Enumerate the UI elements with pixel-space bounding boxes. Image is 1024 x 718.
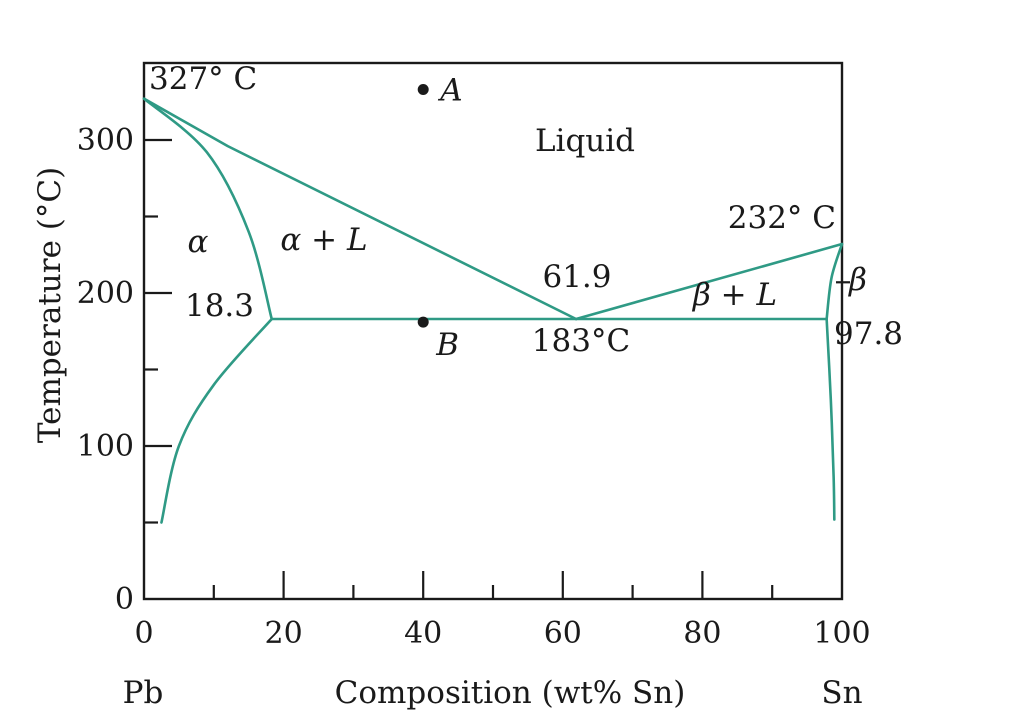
boundary-liquidus-left <box>142 97 578 321</box>
point-a <box>417 84 429 96</box>
tick-labels: 0 20 40 60 80 100 0 100 200 300 <box>77 123 871 651</box>
plot-frame <box>142 61 844 601</box>
x-tick-label: 80 <box>683 616 721 651</box>
sn-label: Sn <box>821 675 862 711</box>
region-alpha: α <box>188 224 209 260</box>
axis-ticks <box>144 138 774 599</box>
sn-melting-label: 232° C <box>728 200 836 236</box>
beta-limit-label: 97.8 <box>834 316 903 352</box>
region-beta-liquid: β + L <box>692 277 777 313</box>
x-tick-label: 100 <box>813 616 870 651</box>
x-axis-title: Composition (wt% Sn) <box>335 675 686 711</box>
x-tick-label: 20 <box>265 616 303 651</box>
y-tick-label: 200 <box>77 276 134 311</box>
point-label-a: A <box>437 73 462 109</box>
pb-label: Pb <box>123 675 164 711</box>
pb-melting-label: 327° C <box>149 61 257 97</box>
state-points: AB <box>417 73 463 363</box>
boundary-solvus-left <box>160 317 274 524</box>
eutectic-composition-label: 61.9 <box>542 259 611 295</box>
x-tick-label: 0 <box>134 616 153 651</box>
region-alpha-liquid: α + L <box>280 222 367 258</box>
boundary-liquidus-right <box>574 242 844 321</box>
region-liquid: Liquid <box>535 123 635 159</box>
phase-boundaries <box>142 97 850 524</box>
x-tick-label: 40 <box>404 616 442 651</box>
y-tick-label: 300 <box>77 123 134 158</box>
boundary-solidus-left <box>142 97 274 321</box>
y-axis-title: Temperature (°C) <box>32 167 68 443</box>
point-b <box>417 316 429 328</box>
point-label-b: B <box>435 327 459 363</box>
alpha-limit-label: 18.3 <box>185 288 254 324</box>
eutectic-temperature-label: 183°C <box>532 323 630 359</box>
y-tick-label: 0 <box>115 582 134 617</box>
x-tick-label: 60 <box>544 616 582 651</box>
boundary-solvus-right <box>825 317 836 521</box>
boundary-solidus-right <box>825 242 844 321</box>
y-tick-label: 100 <box>77 429 134 464</box>
region-beta: β <box>848 262 867 298</box>
